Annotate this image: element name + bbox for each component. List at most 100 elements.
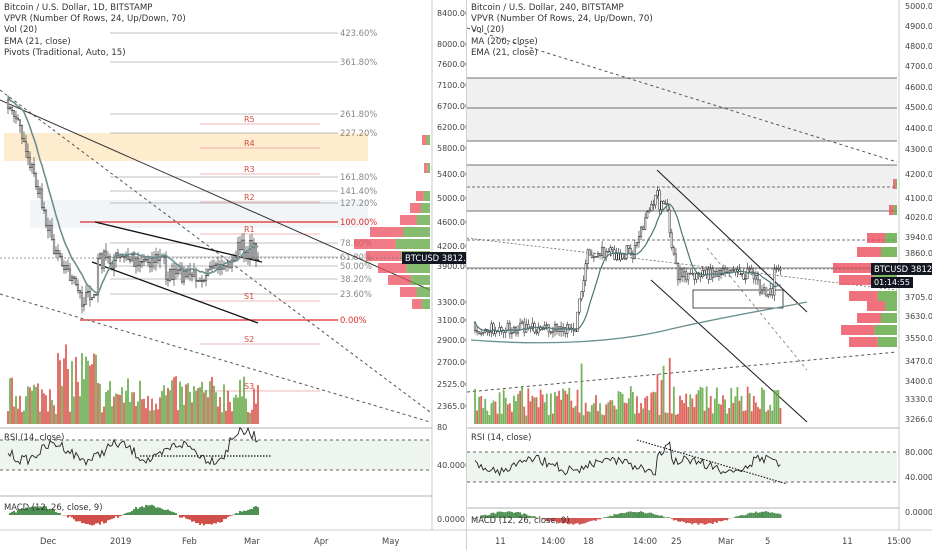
right-candle-body [543,324,546,330]
right-volume-bar [765,411,767,424]
left-macd-bar [121,515,123,516]
left-volume-bar [47,411,49,424]
left-chart-panel[interactable]: 8400.00 8000.00 7600.00 7100.00 6700.00 6200.… [0,0,480,550]
left-legend-pivots[interactable]: Pivots (Traditional, Auto, 15) [4,47,126,58]
left-candle-body [100,253,104,269]
right-time-tick: 15:00 [887,536,911,546]
left-volume-bar [189,391,191,424]
right-macd-bar [775,513,778,518]
right-candle-body [678,268,682,281]
right-time-tick: 11 [842,536,853,546]
left-legend-vpvr[interactable]: VPVR (Number Of Rows, 24, Up/Down, 70) [4,14,186,25]
right-volume-bar [697,390,700,424]
left-volume-bar [115,393,117,424]
left-legend-title[interactable]: Bitcoin / U.S. Dollar, 1D, BITSTAMP [4,3,153,13]
left-macd-bar [69,515,71,517]
left-trend-lower [0,293,431,423]
right-volume-bar [752,395,755,424]
left-candle-body [52,238,56,254]
left-volume-bar [35,386,37,424]
right-time-tick: Mar [718,536,734,546]
left-chart-canvas[interactable]: 8400.00 8000.00 7600.00 7100.00 6700.00 6200.… [0,0,466,550]
right-volume-bar [625,403,628,424]
left-candle-body [10,107,14,111]
left-candle-body [204,275,208,281]
right-price-value: 3812.41 [910,264,932,274]
left-candle-body [108,256,112,264]
right-candle-body [767,294,770,297]
right-legend-title[interactable]: Bitcoin / U.S. Dollar, 240, BITSTAMP [471,3,624,13]
right-macd-bar [506,511,509,518]
left-volume-bar [195,390,197,424]
right-volume-bar [566,394,569,424]
left-volume-bar [155,403,157,424]
right-legend-vol[interactable]: Vol (20) [471,25,505,36]
right-candle-body [646,211,649,219]
left-candle-body [172,268,176,280]
right-macd-bar [543,518,546,519]
right-macd-bar [597,518,599,520]
right-volume-bar [570,400,573,424]
left-candle-body [132,253,136,267]
right-volume-bar [504,397,507,424]
right-macd-bar [551,518,554,522]
right-volume-bar [515,401,517,424]
right-candle-body [500,327,503,331]
left-volume-bar [173,377,175,424]
right-macd-bar [703,518,706,525]
left-vpvr-down [366,251,402,261]
right-macd-bar [720,518,722,522]
right-candle-body [756,275,759,281]
left-rsi-tick-40: 40.0000 [437,461,466,470]
right-macd-bar [627,511,630,518]
right-legend-vpvr[interactable]: VPVR (Number Of Rows, 24, Up/Down, 70) [471,14,653,25]
right-volume-bar [738,400,741,424]
right-time-tick: 5 [765,536,770,546]
left-volume-bar [253,388,255,424]
right-legend-ema[interactable]: EMA (21, close) [471,47,538,58]
left-volume-bar [9,378,11,424]
right-volume-bar [488,415,491,424]
left-macd-bar [251,508,253,515]
right-range-box [692,289,784,309]
right-macd-title[interactable]: MACD (12, 26, close, 9) [471,515,570,525]
right-candle-body [744,278,747,280]
left-candle-body [76,284,80,291]
right-volume-bar [484,398,487,424]
right-macd-bar [615,514,618,518]
right-legend-ma[interactable]: MA (200, close) [471,36,538,47]
left-volume-bar [73,396,75,424]
left-legend-ema[interactable]: EMA (21, close) [4,36,71,47]
right-volume-bar [521,386,524,424]
right-candle-body [670,232,673,248]
right-volume-bar [718,403,720,424]
left-rsi-title[interactable]: RSI (14, close) [4,432,65,442]
left-volume-bar [217,406,219,424]
right-rsi-title[interactable]: RSI (14, close) [471,432,532,442]
right-volume-bar [525,415,528,424]
right-candle-body [687,272,690,281]
left-volume-bar [157,409,159,424]
right-macd-bar [777,513,780,518]
left-fib-label: 0.00% [340,315,367,325]
right-volume-bar [539,389,542,424]
right-candle-body [640,226,643,237]
right-volume-bar [543,402,546,424]
left-volume-bar [221,412,223,424]
right-volume-bar [662,365,665,424]
left-macd-bar [163,509,165,515]
right-candle-body [748,267,751,270]
left-volume-bar [165,395,167,424]
left-macd-bar [119,515,121,517]
right-candle-body [631,254,634,259]
right-candle-body [553,324,557,332]
left-macd-title[interactable]: MACD (12, 26, close, 9) [4,502,103,512]
right-chart-canvas[interactable]: 5000.00 4900.00 4800.00 4700.00 4600.00 4500.… [467,0,932,550]
left-volume-bar [109,381,111,424]
right-chart-panel[interactable]: 5000.00 4900.00 4800.00 4700.00 4600.00 4500.… [466,0,932,550]
right-macd-bar [527,515,530,518]
right-volume-bar [480,396,483,424]
left-legend-vol[interactable]: Vol (20) [4,25,38,36]
right-time-tick: 18 [583,536,594,546]
right-candle-body [621,253,624,259]
